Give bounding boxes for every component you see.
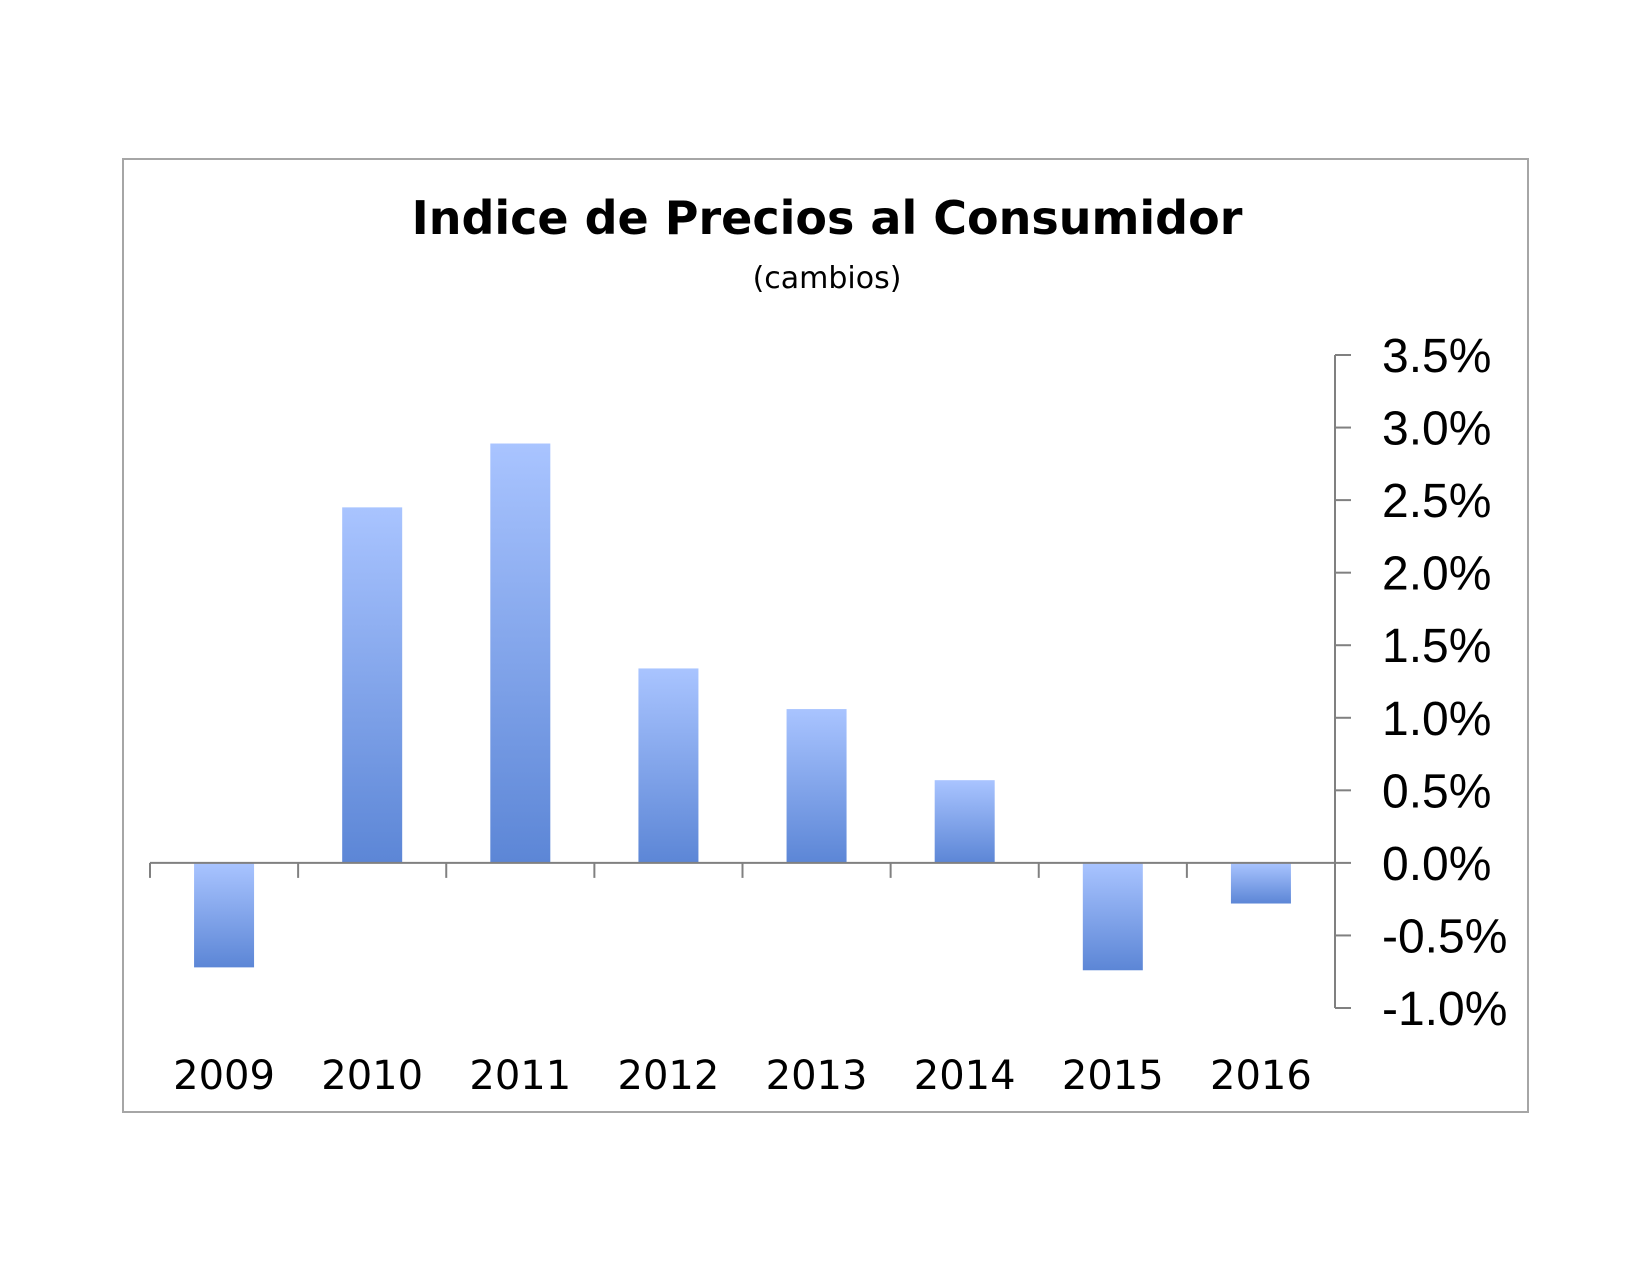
y-tick-label: -0.5% [1382, 910, 1507, 963]
bar-2009 [194, 862, 255, 968]
bar-2013 [786, 709, 847, 863]
x-tick-label: 2011 [469, 1053, 571, 1099]
bar-2010 [342, 507, 403, 863]
bar-2015 [1082, 862, 1143, 971]
bar-series [194, 443, 1291, 971]
bar-2016 [1230, 862, 1291, 904]
y-tick-label: 1.0% [1382, 693, 1491, 746]
y-tick-label: 0.0% [1382, 838, 1491, 891]
y-tick-label: 0.5% [1382, 765, 1491, 818]
x-tick-label: 2014 [914, 1053, 1016, 1099]
bar-2014 [934, 780, 995, 863]
y-axis-tick-labels: 3.5% 3.0% 2.5% 2.0% 1.5% 1.0% 0.5% 0.0% -0.5% -1.… [1382, 330, 1507, 1036]
x-axis-tick-labels: 2009 2010 2011 2012 2013 2014 2015 2016 [173, 1053, 1312, 1099]
y-tick-label: 3.5% [1382, 330, 1491, 383]
bar-2011 [490, 443, 551, 863]
chart-frame: Indice de Precios al Consumidor (cambios… [122, 158, 1529, 1113]
y-tick-label: 2.0% [1382, 548, 1491, 601]
chart-subtitle: (cambios) [753, 261, 902, 296]
y-tick-label: -1.0% [1382, 983, 1507, 1036]
x-tick-label: 2009 [173, 1053, 275, 1099]
x-tick-label: 2010 [321, 1053, 423, 1099]
bar-2012 [638, 668, 699, 863]
x-tick-label: 2013 [766, 1053, 868, 1099]
y-tick-label: 3.0% [1382, 403, 1491, 456]
x-tick-label: 2016 [1210, 1053, 1312, 1099]
y-tick-label: 1.5% [1382, 620, 1491, 673]
axes [149, 354, 1351, 1009]
x-tick-label: 2015 [1062, 1053, 1164, 1099]
x-tick-label: 2012 [618, 1053, 720, 1099]
chart-title: Indice de Precios al Consumidor [412, 191, 1243, 245]
y-tick-label: 2.5% [1382, 475, 1491, 528]
